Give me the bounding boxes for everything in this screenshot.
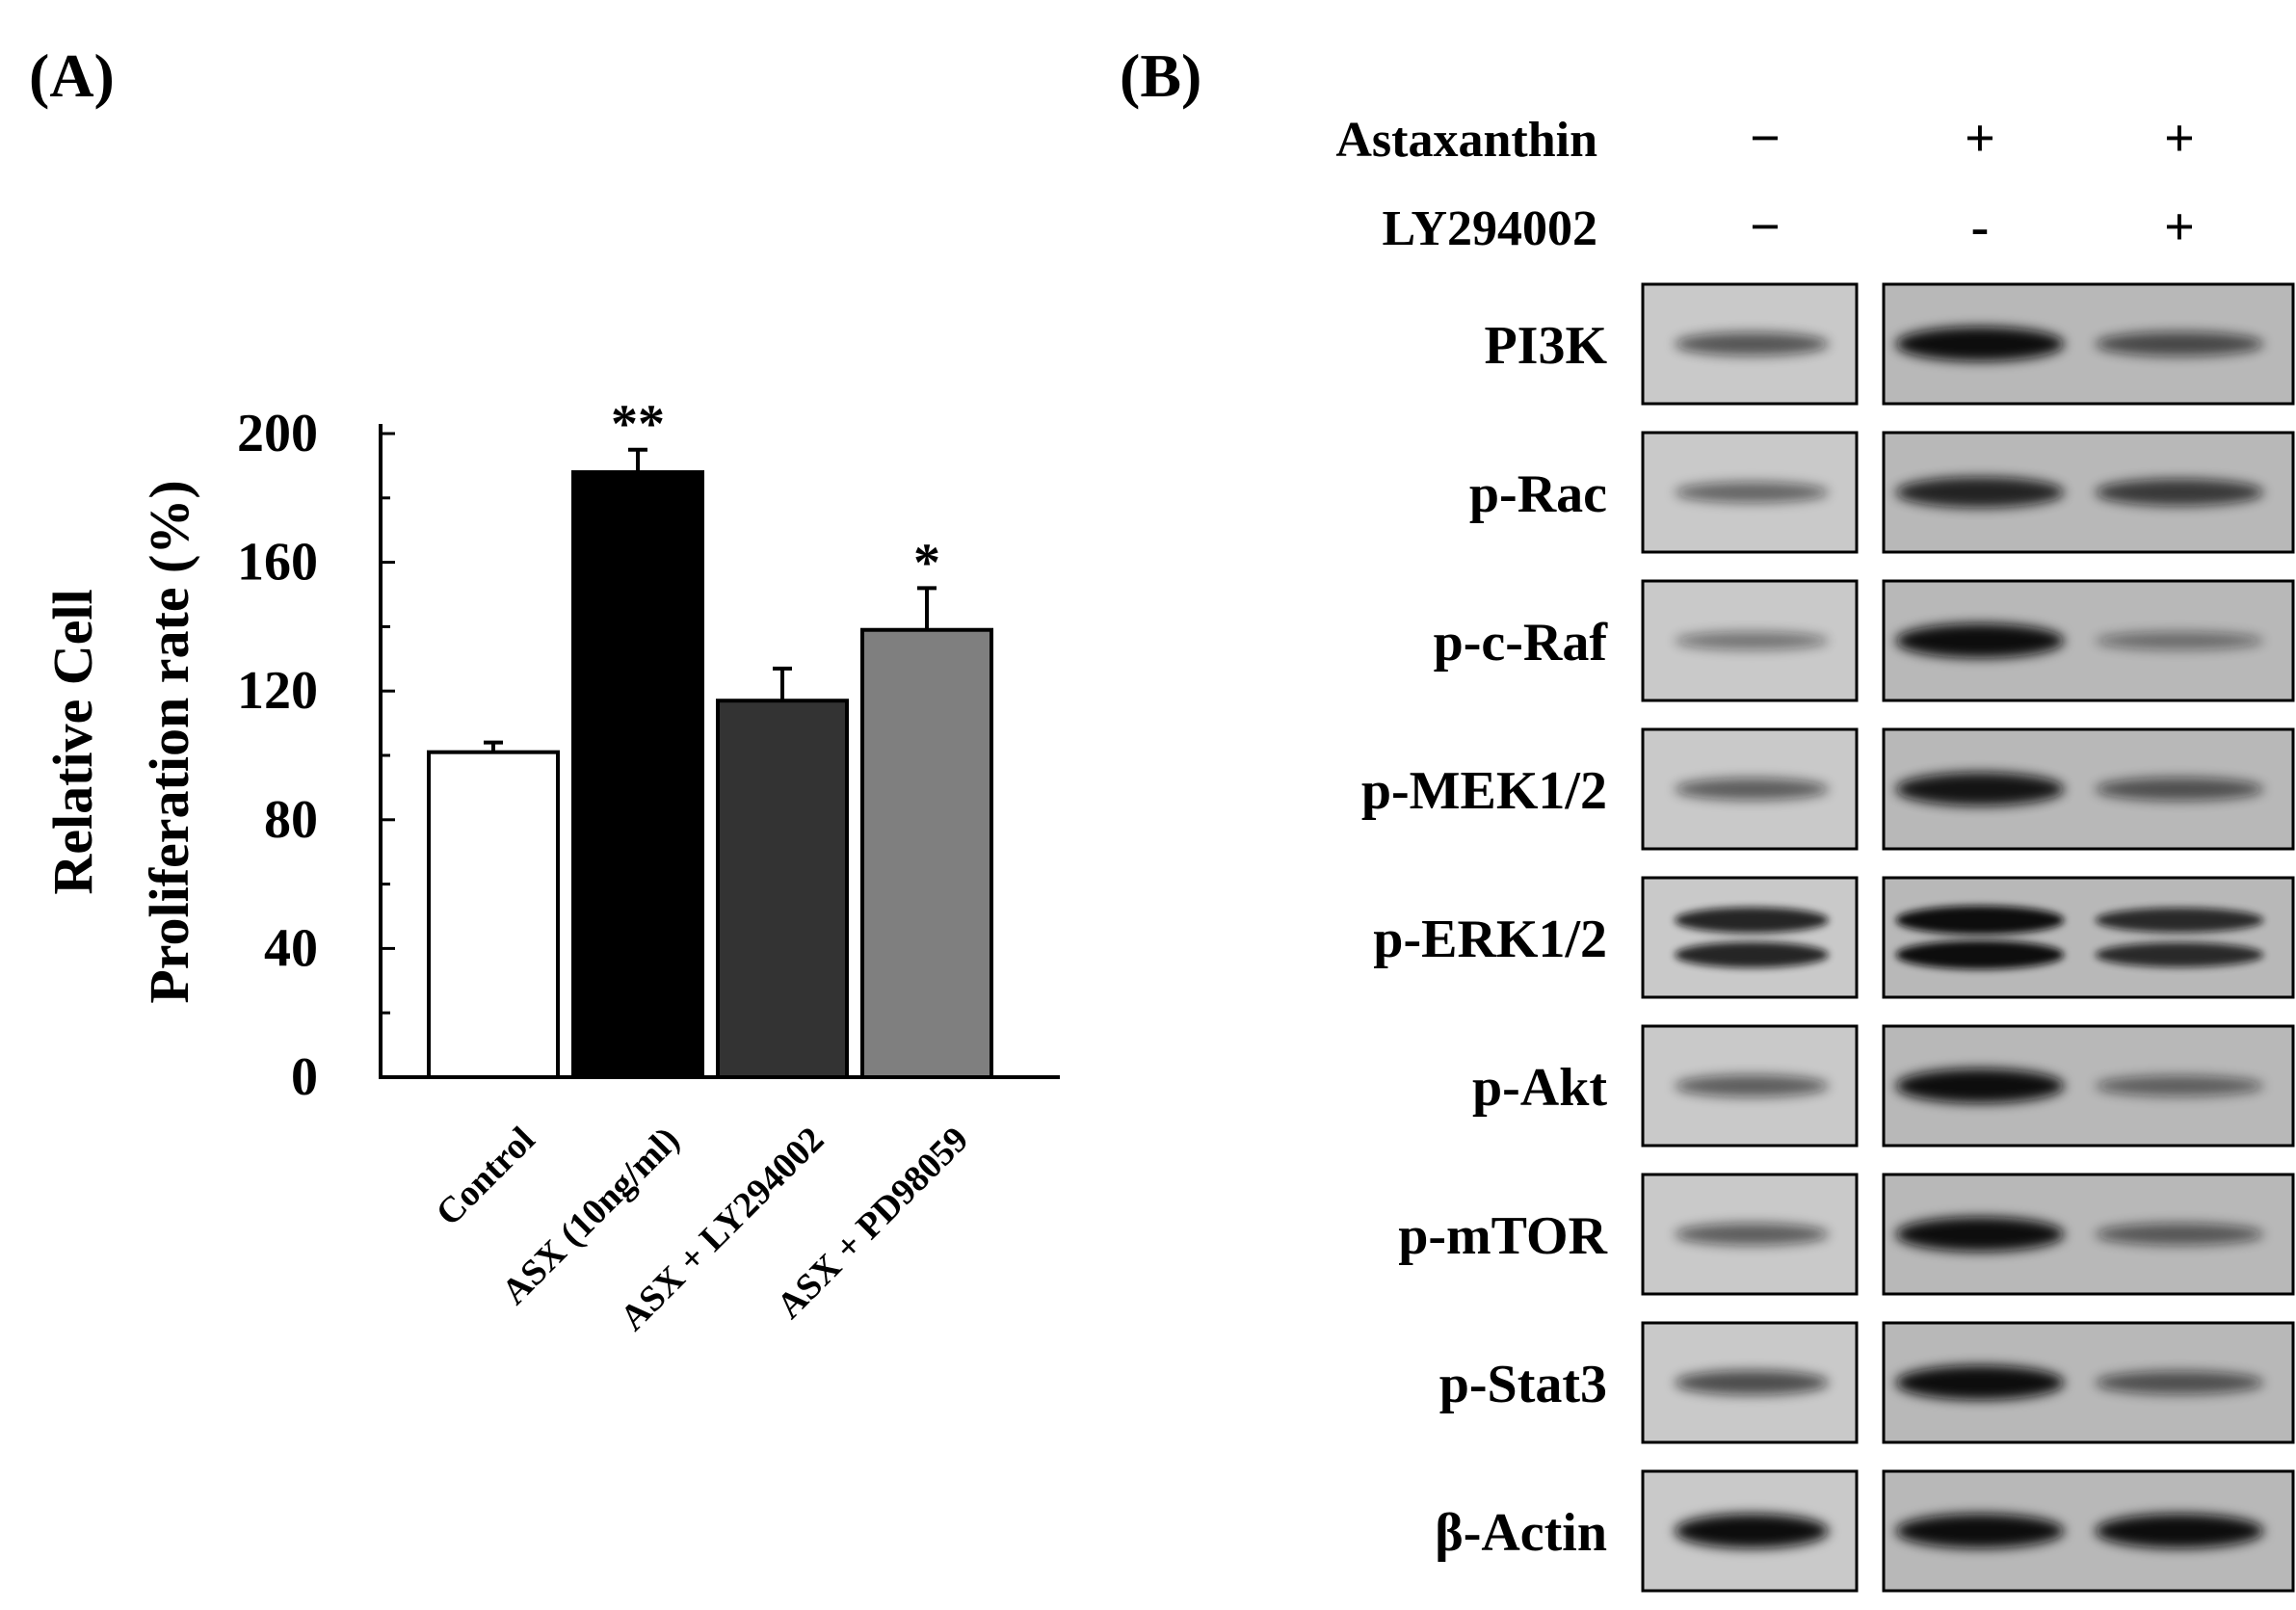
- y-tick-label: 40: [264, 918, 318, 978]
- band: [2095, 1514, 2264, 1548]
- y-axis-ticks: 0 40 80 120 160 200: [237, 404, 395, 1107]
- treatment-sign: −: [1750, 198, 1781, 257]
- band: [1675, 907, 1829, 934]
- y-tick-label: 120: [237, 661, 318, 721]
- blot-row: p-MEK1/2: [1361, 727, 2295, 851]
- treatment-sign: +: [2164, 109, 2195, 169]
- band: [1675, 941, 1829, 968]
- band: [1675, 1223, 1829, 1246]
- band: [1895, 906, 2065, 935]
- panel-b-western-blot: (B) Astaxanthin − + + LY294002 − - + PI3K p-Rac p…: [1120, 41, 2295, 1593]
- band: [1895, 1217, 2065, 1252]
- y-tick-label: 200: [237, 404, 318, 463]
- panel-b-label: (B): [1120, 41, 1201, 110]
- band: [1895, 1365, 2065, 1400]
- band: [2095, 908, 2264, 933]
- band: [1895, 1514, 2065, 1548]
- protein-label: PI3K: [1484, 316, 1607, 376]
- protein-label: p-MEK1/2: [1361, 761, 1607, 821]
- y-axis-label: Relative Cell Proliferation rate (%): [41, 480, 200, 1003]
- protein-label: p-Stat3: [1439, 1355, 1607, 1414]
- blot-row: PI3K: [1484, 282, 2295, 406]
- panel-a-label: (A): [29, 41, 115, 110]
- y-tick-label: 80: [264, 790, 318, 850]
- band: [1675, 1514, 1829, 1548]
- treatment-sign: −: [1750, 109, 1781, 169]
- band: [1895, 327, 2065, 361]
- panel-a-bar-chart: (A) Relative Cell Proliferation rate (%)…: [29, 41, 1060, 1338]
- bar: [716, 699, 849, 1079]
- blot-row: β-Actin: [1435, 1469, 2295, 1593]
- blot-row: p-ERK1/2: [1373, 876, 2295, 999]
- bar: [860, 627, 993, 1079]
- treatment-sign: +: [1965, 109, 1995, 169]
- bar: [427, 750, 560, 1079]
- protein-label: p-mTOR: [1398, 1206, 1607, 1266]
- blot-row: p-c-Raf: [1434, 579, 2295, 702]
- membrane-right: [1882, 876, 2295, 999]
- band: [1675, 482, 1829, 503]
- band: [2095, 942, 2264, 967]
- band: [2095, 478, 2264, 507]
- band: [1675, 778, 1829, 801]
- treatment-name: Astaxanthin: [1335, 113, 1597, 168]
- band: [1675, 1074, 1829, 1097]
- protein-label: p-Rac: [1469, 464, 1607, 524]
- band: [1895, 940, 2065, 969]
- blot-row: p-mTOR: [1398, 1173, 2295, 1296]
- band: [2095, 1370, 2264, 1395]
- membrane-left: [1641, 876, 1859, 999]
- protein-label: β-Actin: [1435, 1503, 1607, 1563]
- band: [2095, 631, 2264, 650]
- blot-row: p-Rac: [1469, 431, 2295, 554]
- treatment-sign: -: [1971, 198, 1990, 257]
- band: [1895, 772, 2065, 806]
- x-category-label: Control: [429, 1120, 543, 1234]
- band: [2095, 331, 2264, 356]
- band: [1675, 331, 1829, 356]
- protein-label: p-Akt: [1472, 1058, 1607, 1118]
- band: [1675, 631, 1829, 650]
- band: [1675, 1370, 1829, 1395]
- band: [1895, 623, 2065, 658]
- y-tick-label: 0: [291, 1047, 318, 1107]
- treatment-sign: +: [2164, 198, 2195, 257]
- significance-marker: *: [913, 533, 940, 593]
- blot-row: p-Stat3: [1439, 1321, 2295, 1444]
- band: [1895, 476, 2065, 509]
- significance-marker: **: [611, 395, 665, 455]
- treatment-name: LY294002: [1383, 201, 1597, 256]
- y-axis-label-line2: Proliferation rate (%): [138, 480, 200, 1003]
- blot-row: p-Akt: [1472, 1024, 2295, 1148]
- y-tick-label: 160: [237, 533, 318, 593]
- bars: ***: [427, 395, 993, 1079]
- band: [1895, 1069, 2065, 1103]
- band: [2095, 777, 2264, 802]
- blot-rows: PI3K p-Rac p-c-Raf p-MEK1/2 p-ERK1/2 p-Akt p-m…: [1361, 282, 2295, 1593]
- band: [2095, 1223, 2264, 1246]
- bar: [571, 470, 704, 1079]
- treatment-header: Astaxanthin − + + LY294002 − - +: [1335, 109, 2195, 257]
- band: [2095, 1075, 2264, 1096]
- protein-label: p-c-Raf: [1434, 613, 1609, 673]
- y-axis-label-line1: Relative Cell: [41, 589, 104, 894]
- protein-label: p-ERK1/2: [1373, 910, 1607, 969]
